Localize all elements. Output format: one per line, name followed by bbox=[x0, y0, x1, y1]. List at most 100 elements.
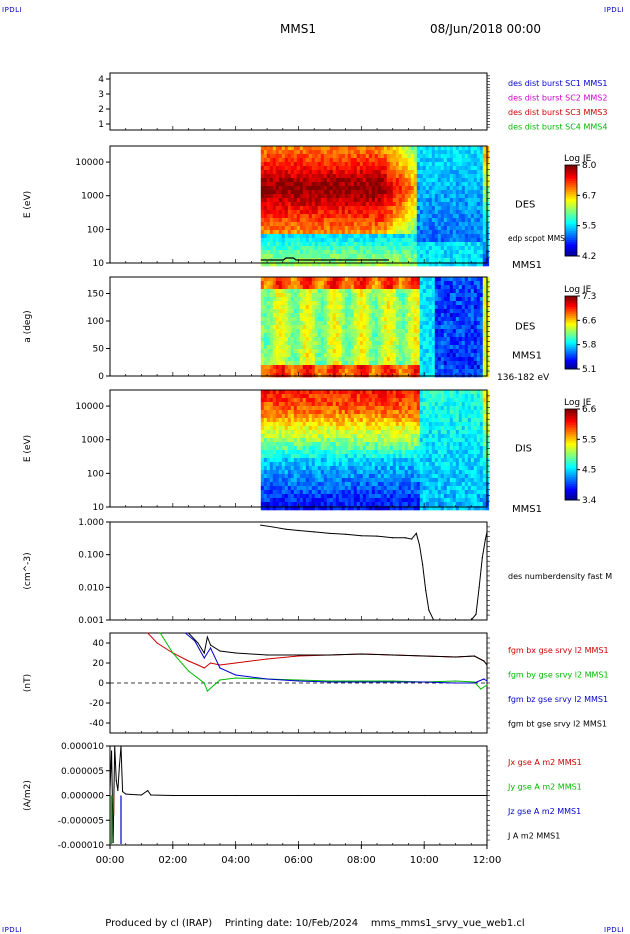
des-pitch-cell bbox=[296, 341, 301, 346]
des-pitch-cell bbox=[269, 369, 274, 374]
des-energy-cell bbox=[290, 254, 295, 259]
des-pitch-cell bbox=[467, 313, 472, 318]
des-pitch-cell bbox=[374, 365, 379, 370]
des-pitch-cell bbox=[359, 341, 364, 346]
des-pitch-cell bbox=[278, 349, 283, 354]
des-energy-cell bbox=[353, 210, 358, 215]
des-pitch-cell bbox=[293, 309, 298, 314]
des-energy-cell bbox=[347, 190, 352, 195]
des-energy-cell bbox=[479, 218, 484, 223]
des-energy-cell bbox=[272, 174, 277, 179]
des-pitch-cell bbox=[299, 357, 304, 362]
des-energy-cell bbox=[365, 254, 370, 259]
des-pitch-cell bbox=[482, 281, 487, 286]
des-energy-cell bbox=[434, 214, 439, 219]
des-pitch-cell bbox=[260, 305, 265, 310]
des-energy-cell bbox=[293, 154, 298, 159]
dis-energy-cell bbox=[281, 474, 286, 479]
des-energy-cell bbox=[320, 234, 325, 239]
des-pitch-cell bbox=[275, 277, 280, 282]
des-pitch-cell bbox=[371, 285, 376, 290]
des-pitch-cell bbox=[482, 329, 487, 334]
des-pitch-cell bbox=[440, 345, 445, 350]
dis-energy-cell bbox=[305, 454, 310, 459]
des-energy-cell bbox=[425, 258, 430, 263]
des-energy-cell bbox=[329, 226, 334, 231]
des-pitch-cell bbox=[377, 369, 382, 374]
des-energy-cell bbox=[347, 246, 352, 251]
des-energy-cell bbox=[395, 250, 400, 255]
des-energy-cell bbox=[314, 246, 319, 251]
dis-energy-cell bbox=[287, 502, 292, 507]
dis-energy-cell bbox=[284, 474, 289, 479]
des-energy-cell bbox=[473, 230, 478, 235]
des-energy-cell bbox=[311, 154, 316, 159]
des-pitch-cell bbox=[452, 365, 457, 370]
des-pitch-cell bbox=[356, 329, 361, 334]
des-energy-cell bbox=[416, 150, 421, 155]
des-energy-cell bbox=[284, 210, 289, 215]
des-energy-cell bbox=[428, 226, 433, 231]
des-pitch-cell bbox=[425, 333, 430, 338]
sc-legend-entry: des dist burst SC1 MMS1 bbox=[508, 79, 607, 88]
des-energy-cell bbox=[278, 178, 283, 183]
des-energy-cell bbox=[260, 202, 265, 207]
des-pitch-cell bbox=[431, 341, 436, 346]
des-pitch-cell bbox=[479, 337, 484, 342]
des-energy-cell bbox=[263, 186, 268, 191]
des-energy-colorbar-label: 6.7 bbox=[582, 191, 596, 201]
des-energy-cell bbox=[263, 206, 268, 211]
des-pitch-cell bbox=[464, 365, 469, 370]
des-energy-cell bbox=[386, 186, 391, 191]
des-energy-cell bbox=[359, 242, 364, 247]
des-energy-cell bbox=[314, 242, 319, 247]
des-pitch-cell bbox=[443, 301, 448, 306]
dis-energy-cell bbox=[311, 414, 316, 419]
des-pitch-cell bbox=[455, 345, 460, 350]
des-pitch-cell bbox=[449, 305, 454, 310]
des-energy-cell bbox=[476, 222, 481, 227]
dis-energy-cell bbox=[272, 442, 277, 447]
des-pitch-cell bbox=[482, 349, 487, 354]
dis-energy-cell bbox=[296, 486, 301, 491]
des-energy-colorbar-step bbox=[565, 169, 577, 173]
des-pitch-cell bbox=[380, 333, 385, 338]
des-pitch-cell bbox=[314, 373, 319, 378]
des-pitch-cell bbox=[383, 301, 388, 306]
des-pitch-cell bbox=[407, 301, 412, 306]
des-pitch-cell bbox=[314, 357, 319, 362]
dis-energy-cell bbox=[287, 414, 292, 419]
des-energy-colorbar-step bbox=[565, 217, 577, 220]
des-energy-cell bbox=[332, 154, 337, 159]
dis-energy-cell bbox=[284, 486, 289, 491]
des-energy-cell bbox=[422, 210, 427, 215]
des-pitch-cell bbox=[353, 357, 358, 362]
des-pitch-cell bbox=[446, 285, 451, 290]
des-pitch-cell bbox=[383, 357, 388, 362]
des-energy-cell bbox=[443, 234, 448, 239]
des-pitch-cell bbox=[320, 341, 325, 346]
des-pitch-cell bbox=[464, 357, 469, 362]
des-pitch-cell bbox=[437, 341, 442, 346]
des-pitch-cell bbox=[323, 321, 328, 326]
des-pitch-cell bbox=[329, 293, 334, 298]
des-pitch-cell bbox=[470, 361, 475, 366]
des-pitch-cell bbox=[302, 333, 307, 338]
des-energy-cell bbox=[317, 190, 322, 195]
des-energy-cell bbox=[335, 250, 340, 255]
des-pitch-cell bbox=[326, 337, 331, 342]
des-energy-cell bbox=[398, 262, 403, 267]
des-energy-cell bbox=[428, 186, 433, 191]
des-pitch-colorbar-step bbox=[565, 301, 577, 304]
des-pitch-cell bbox=[452, 337, 457, 342]
dis-energy-cell bbox=[266, 402, 271, 407]
des-energy-cell bbox=[377, 230, 382, 235]
des-energy-cell bbox=[443, 178, 448, 183]
des-pitch-cell bbox=[377, 285, 382, 290]
des-energy-cell bbox=[302, 190, 307, 195]
des-pitch-cell bbox=[281, 333, 286, 338]
des-pitch-cell bbox=[449, 337, 454, 342]
des-energy-cell bbox=[314, 166, 319, 171]
des-pitch-cell bbox=[467, 361, 472, 366]
des-pitch-cell bbox=[281, 317, 286, 322]
